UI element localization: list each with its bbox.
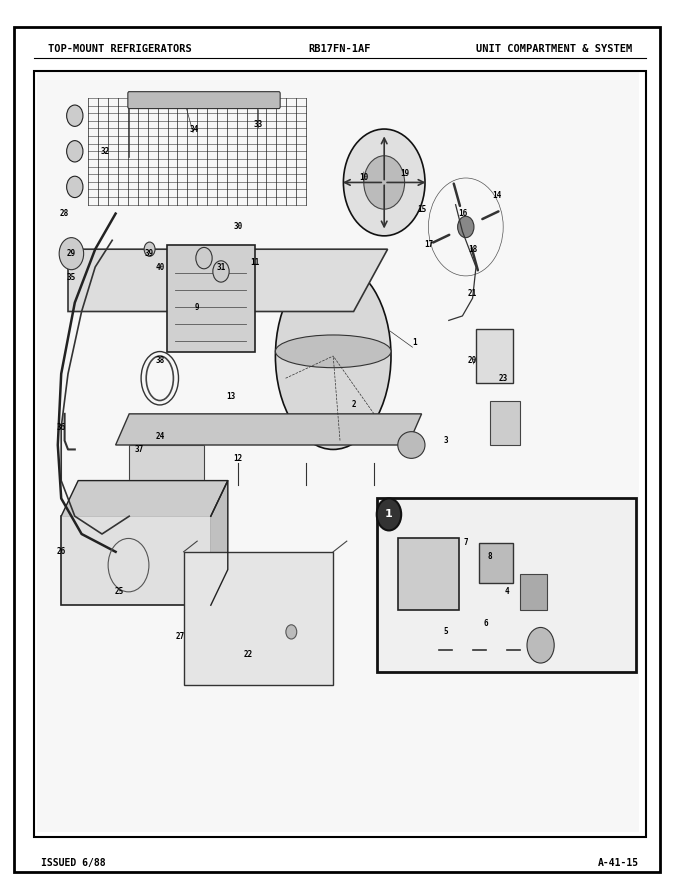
Text: 8: 8 (488, 552, 492, 561)
Text: 25: 25 (114, 587, 124, 596)
Text: 4: 4 (505, 587, 509, 596)
Text: 33: 33 (254, 120, 263, 129)
Text: 35: 35 (67, 273, 76, 282)
Text: UNIT COMPARTMENT & SYSTEM: UNIT COMPARTMENT & SYSTEM (476, 44, 632, 54)
Bar (476, 329, 513, 383)
Text: 37: 37 (135, 445, 144, 454)
Bar (479, 543, 513, 583)
Text: 21: 21 (468, 289, 477, 298)
FancyArrowPatch shape (433, 235, 449, 242)
Bar (184, 552, 333, 685)
Circle shape (364, 156, 405, 209)
Text: 27: 27 (175, 632, 185, 641)
Text: 5: 5 (443, 627, 447, 636)
FancyBboxPatch shape (128, 92, 280, 109)
Bar (398, 538, 459, 610)
Polygon shape (61, 481, 228, 516)
Bar (34, 71, 646, 837)
Ellipse shape (275, 335, 391, 368)
Ellipse shape (398, 432, 425, 458)
Circle shape (67, 176, 83, 198)
Text: 13: 13 (226, 392, 236, 401)
Bar (37, 71, 639, 832)
Bar (61, 516, 211, 605)
Text: 10: 10 (359, 174, 369, 182)
Text: 38: 38 (155, 356, 165, 365)
Text: 9: 9 (195, 303, 199, 312)
Text: ISSUED 6/88: ISSUED 6/88 (41, 858, 105, 869)
Text: 12: 12 (233, 454, 243, 463)
Text: 40: 40 (155, 263, 165, 271)
Text: A-41-15: A-41-15 (598, 858, 639, 869)
Circle shape (59, 238, 84, 270)
Text: 16: 16 (458, 209, 467, 218)
Circle shape (343, 129, 425, 236)
Text: 23: 23 (498, 374, 508, 383)
Text: 22: 22 (243, 650, 253, 659)
Text: 1: 1 (413, 338, 417, 347)
Polygon shape (211, 481, 228, 605)
Circle shape (67, 105, 83, 126)
FancyArrowPatch shape (454, 183, 460, 206)
Text: 36: 36 (56, 423, 66, 432)
Text: 14: 14 (492, 191, 501, 200)
FancyArrowPatch shape (482, 212, 498, 219)
Text: 6: 6 (484, 619, 488, 627)
Text: 24: 24 (155, 432, 165, 441)
Text: 11: 11 (250, 258, 260, 267)
Text: 29: 29 (67, 249, 76, 258)
Circle shape (196, 247, 212, 269)
Text: 18: 18 (468, 245, 477, 254)
Bar (490, 400, 520, 445)
Text: 30: 30 (233, 222, 243, 231)
Circle shape (67, 141, 83, 162)
Circle shape (286, 625, 296, 639)
Text: 17: 17 (424, 240, 433, 249)
Text: 15: 15 (417, 205, 426, 214)
Text: RB17FN-1AF: RB17FN-1AF (309, 44, 371, 54)
Text: 34: 34 (189, 125, 199, 134)
Text: 31: 31 (216, 263, 226, 271)
Polygon shape (68, 249, 388, 312)
Text: 26: 26 (56, 547, 66, 556)
Circle shape (377, 498, 401, 530)
Text: 7: 7 (464, 538, 468, 547)
FancyArrowPatch shape (472, 248, 478, 271)
Text: 20: 20 (468, 356, 477, 365)
Circle shape (144, 242, 155, 256)
Text: 28: 28 (60, 209, 69, 218)
Text: 19: 19 (400, 169, 409, 178)
Circle shape (527, 627, 554, 663)
Bar (520, 574, 547, 610)
Text: 1: 1 (385, 509, 393, 520)
Polygon shape (129, 445, 204, 507)
Text: 2: 2 (352, 400, 356, 409)
Circle shape (213, 261, 229, 282)
Text: 39: 39 (145, 249, 154, 258)
Bar (167, 245, 255, 352)
Text: 3: 3 (443, 436, 447, 445)
Text: 32: 32 (101, 147, 110, 156)
Circle shape (458, 216, 474, 238)
Ellipse shape (275, 263, 391, 449)
Polygon shape (116, 414, 422, 445)
Text: TOP-MOUNT REFRIGERATORS: TOP-MOUNT REFRIGERATORS (48, 44, 191, 54)
Bar (377, 498, 636, 672)
